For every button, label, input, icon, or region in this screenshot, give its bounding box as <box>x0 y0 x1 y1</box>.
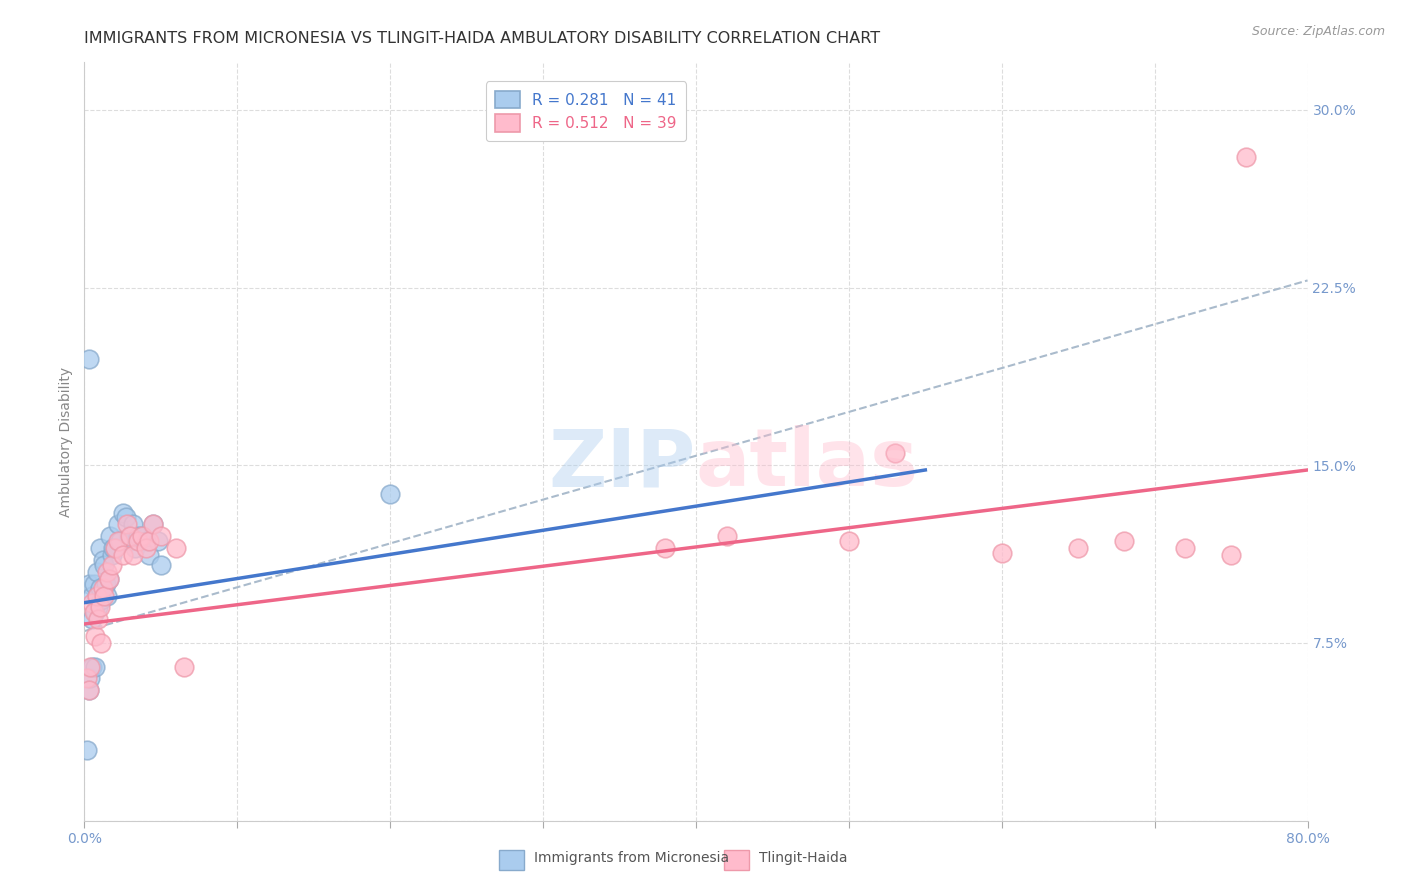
Point <box>79 672 101 686</box>
Point <box>135 534 157 549</box>
Point <box>87 600 110 615</box>
Text: Immigrants from Micronesia: Immigrants from Micronesia <box>534 851 730 865</box>
Point <box>149 529 172 543</box>
Point <box>103 541 125 556</box>
Point <box>80 659 103 673</box>
Point <box>883 446 905 460</box>
Point <box>142 517 165 532</box>
Point <box>77 683 100 698</box>
Point <box>108 534 131 549</box>
Point <box>87 612 110 626</box>
Text: Source: ZipAtlas.com: Source: ZipAtlas.com <box>1251 25 1385 38</box>
Point <box>97 572 120 586</box>
Point <box>93 589 115 603</box>
Point <box>107 534 129 549</box>
Point <box>1174 541 1197 556</box>
Point <box>122 517 145 532</box>
Point <box>107 517 129 532</box>
Point <box>89 600 111 615</box>
Text: Tlingit-Haida: Tlingit-Haida <box>759 851 848 865</box>
Point <box>89 582 111 596</box>
Point <box>84 659 107 673</box>
Point <box>84 605 107 619</box>
Point <box>115 517 138 532</box>
Point <box>104 541 127 556</box>
Point <box>77 351 100 366</box>
Point <box>124 541 146 556</box>
Point <box>838 534 860 549</box>
Point <box>991 546 1014 560</box>
Point <box>80 596 103 610</box>
Point <box>76 742 98 756</box>
Point <box>101 558 124 572</box>
Point <box>127 529 149 543</box>
Point <box>1236 150 1258 164</box>
Point <box>1067 541 1090 556</box>
Point <box>149 558 172 572</box>
Point <box>91 553 114 567</box>
Point <box>1114 534 1136 549</box>
Point <box>94 576 117 591</box>
Text: IMMIGRANTS FROM MICRONESIA VS TLINGIT-HAIDA AMBULATORY DISABILITY CORRELATION CH: IMMIGRANTS FROM MICRONESIA VS TLINGIT-HA… <box>84 31 880 46</box>
Point <box>101 548 124 563</box>
Point <box>135 541 157 556</box>
Point <box>83 605 105 619</box>
Point <box>86 589 108 603</box>
Point <box>114 510 136 524</box>
Point <box>104 541 127 556</box>
Point <box>173 659 195 673</box>
Point <box>111 548 134 563</box>
Point <box>165 541 187 556</box>
Y-axis label: Ambulatory Disability: Ambulatory Disability <box>59 367 73 516</box>
Point <box>131 529 153 543</box>
Point <box>127 534 149 549</box>
Point <box>138 548 160 563</box>
Point <box>146 534 169 549</box>
Point <box>131 529 153 543</box>
Point <box>716 529 738 543</box>
Point <box>77 576 100 591</box>
Point <box>97 572 120 586</box>
Point <box>122 548 145 563</box>
Point <box>120 534 142 549</box>
Point <box>96 589 118 603</box>
Point <box>93 558 115 572</box>
Point <box>142 517 165 532</box>
Point <box>111 506 134 520</box>
Point <box>90 593 112 607</box>
Point <box>89 541 111 556</box>
Text: atlas: atlas <box>696 425 920 503</box>
Legend: R = 0.281   N = 41, R = 0.512   N = 39: R = 0.281 N = 41, R = 0.512 N = 39 <box>486 81 686 141</box>
Point <box>98 529 121 543</box>
Point <box>80 589 103 603</box>
Point <box>84 629 107 643</box>
Point <box>96 565 118 579</box>
Point <box>86 589 108 603</box>
Text: ZIP: ZIP <box>548 425 696 503</box>
Point <box>91 582 114 596</box>
Point <box>86 565 108 579</box>
Point <box>654 541 676 556</box>
Point <box>120 529 142 543</box>
Point <box>138 534 160 549</box>
Point <box>77 683 100 698</box>
Point <box>76 672 98 686</box>
Point <box>80 612 103 626</box>
Point <box>1220 548 1243 563</box>
Point <box>90 636 112 650</box>
Point <box>380 486 402 500</box>
Point <box>83 576 105 591</box>
Point <box>79 659 101 673</box>
